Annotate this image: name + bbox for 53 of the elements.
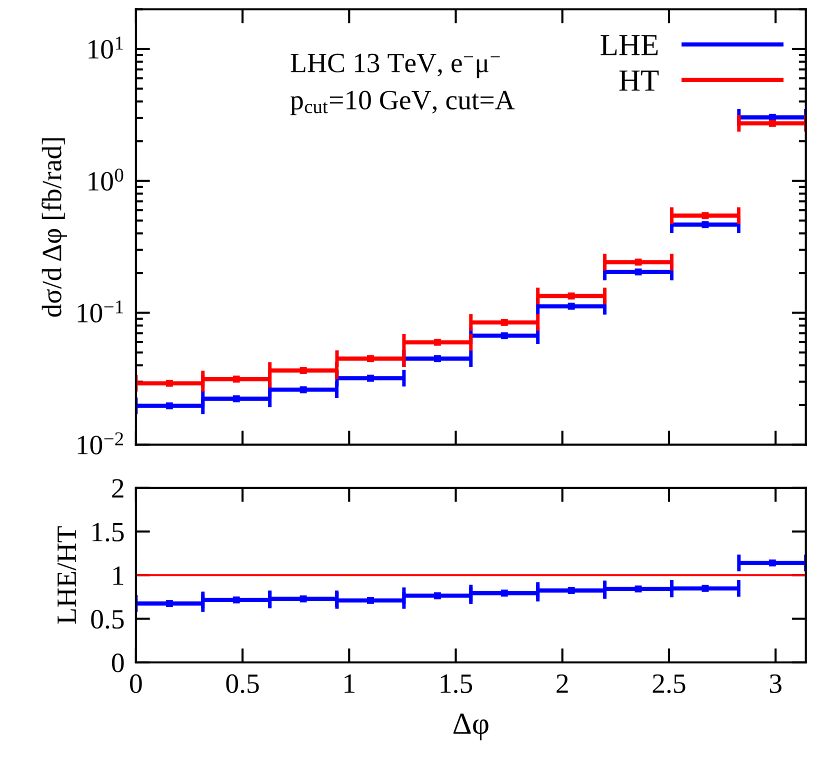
legend-label: HT (619, 70, 659, 91)
point (300, 386, 307, 394)
x-axis-title: Δφ (453, 714, 488, 740)
point (500, 332, 508, 340)
point (434, 338, 441, 346)
point (166, 402, 173, 410)
point (500, 590, 508, 597)
point (702, 212, 709, 220)
point (166, 380, 173, 387)
point (232, 395, 240, 402)
x-tick-label: 1.5 (440, 674, 472, 694)
x-tick-label: 2 (556, 674, 568, 693)
y-tick-label: 10$^{−2}$ (78, 432, 123, 454)
point (702, 221, 709, 228)
point (768, 559, 776, 566)
point (367, 596, 374, 604)
point (166, 600, 173, 607)
x-tick-label: 0.5 (226, 674, 259, 694)
y-tick-label: 2 (112, 479, 124, 498)
point (568, 587, 575, 594)
annotation: LHC 13 TeV, e$^{−}$μ$^{−}$ (290, 54, 500, 78)
point (768, 120, 776, 127)
y-tick-label: 0.5 (91, 610, 124, 629)
y-tick-label: 1 (113, 566, 124, 585)
point (232, 596, 240, 604)
point (634, 258, 642, 266)
x-tick-label: 0 (130, 674, 142, 694)
x-tick-label: 1 (344, 674, 354, 693)
point (568, 302, 575, 310)
point (568, 292, 575, 300)
point (500, 318, 508, 326)
y-tick-label: 10$^{0}$ (88, 168, 124, 191)
legend-label: LHE (600, 35, 658, 56)
point (768, 114, 776, 121)
point (300, 595, 307, 602)
point (434, 355, 441, 362)
y-tick-label: 1.5 (92, 522, 124, 542)
point (434, 592, 441, 600)
x-tick-label: 3 (770, 674, 782, 694)
point (367, 374, 374, 382)
point (300, 367, 307, 374)
point (634, 585, 642, 592)
point (367, 355, 374, 362)
y-tick-label: 10$^{1}$ (88, 36, 123, 59)
annotation: p$_{cut}$=10 GeV, cut=A (290, 90, 515, 116)
y-tick-label: 10$^{−1}$ (78, 300, 123, 322)
y-axis-title: dσ/d Δφ [fb/rad] (42, 138, 68, 317)
point (702, 584, 709, 592)
y-tick-label: 0 (112, 654, 124, 672)
x-tick-label: 2.5 (652, 674, 686, 694)
point (232, 376, 240, 383)
point (634, 268, 642, 276)
y-axis-title: LHE/HT (58, 526, 76, 624)
